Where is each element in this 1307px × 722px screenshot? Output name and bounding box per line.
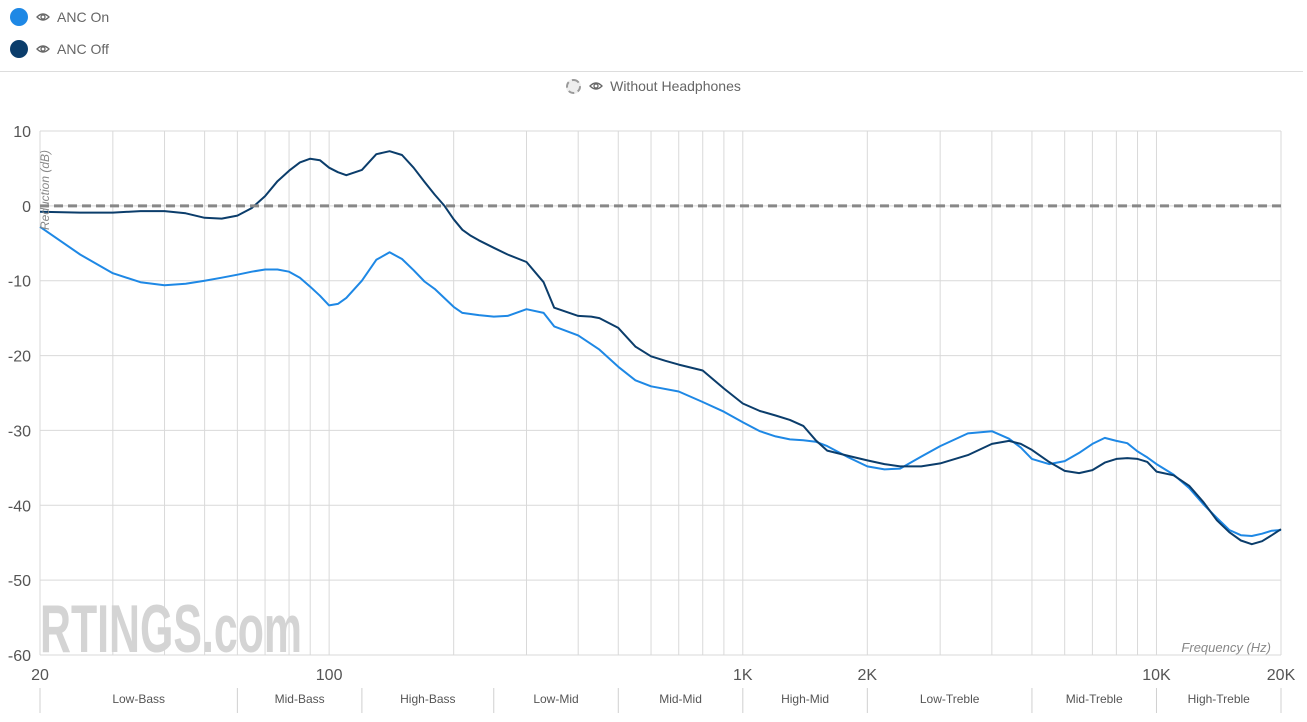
band-label: Mid-Bass [275, 692, 325, 706]
x-tick-label: 10K [1142, 667, 1171, 684]
band-label: Low-Bass [112, 692, 165, 706]
eye-icon[interactable] [36, 42, 50, 56]
without-headphones-label: Without Headphones [610, 78, 741, 94]
y-axis-title: Reduction (dB) [38, 150, 52, 230]
anc-off-swatch [10, 40, 28, 58]
band-label: Low-Mid [533, 692, 578, 706]
legend-item-anc-on[interactable]: ANC On [10, 6, 109, 28]
chart-grid [39, 130, 1282, 656]
y-tick-label: -40 [8, 498, 31, 515]
eye-icon[interactable] [36, 10, 50, 24]
band-label: High-Bass [400, 692, 455, 706]
rtings-watermark: RTINGS.com [40, 591, 302, 667]
band-label: High-Treble [1188, 692, 1251, 706]
anc-off-line [39, 150, 1282, 546]
series-layer [39, 150, 1282, 546]
x-tick-label: 20K [1267, 667, 1296, 684]
x-axis-title: Frequency (Hz) [1181, 640, 1271, 655]
eye-icon[interactable] [589, 79, 604, 93]
band-label: Mid-Mid [659, 692, 702, 706]
legend-item-without-headphones[interactable]: Without Headphones [0, 78, 1307, 94]
legend-divider [0, 71, 1303, 72]
y-tick-label: -50 [8, 573, 31, 590]
band-label: Low-Treble [920, 692, 980, 706]
without-headphones-swatch [566, 78, 582, 94]
x-tick-label: 20 [31, 667, 49, 684]
anc-off-label: ANC Off [57, 41, 109, 57]
y-tick-label: -30 [8, 423, 31, 440]
y-tick-label: -10 [8, 274, 31, 291]
legend-item-anc-off[interactable]: ANC Off [10, 38, 109, 60]
anc-on-label: ANC On [57, 9, 110, 25]
y-tick-label: -20 [8, 349, 31, 366]
band-label: High-Mid [781, 692, 829, 706]
x-tick-label: 1K [733, 667, 753, 684]
band-label: Mid-Treble [1066, 692, 1123, 706]
anc-on-swatch [10, 8, 28, 26]
anc-on-line [39, 225, 1282, 537]
x-tick-label: 2K [858, 667, 878, 684]
y-tick-label: -60 [8, 648, 31, 665]
y-tick-label: 0 [22, 199, 31, 216]
x-tick-label: 100 [316, 667, 343, 684]
y-tick-label: 10 [13, 124, 31, 141]
